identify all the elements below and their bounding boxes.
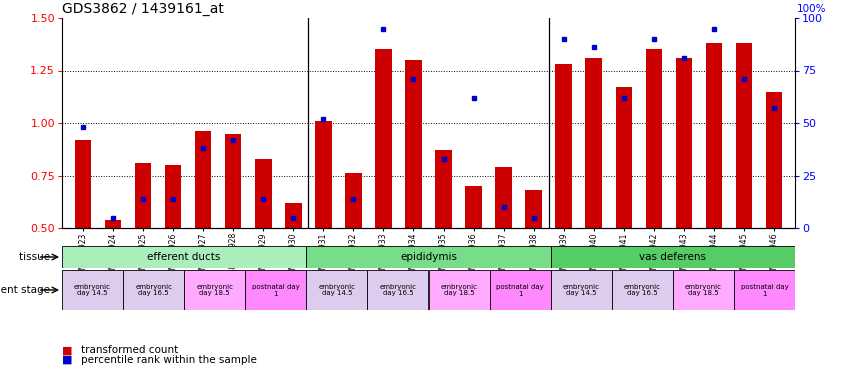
Bar (315, 121, 331, 228)
Text: embryonic
day 16.5: embryonic day 16.5 (379, 283, 416, 296)
Text: postnatal day
1: postnatal day 1 (496, 283, 544, 296)
Bar (306, 246, 551, 268)
Text: embryonic
day 16.5: embryonic day 16.5 (624, 283, 661, 296)
Bar (225, 134, 241, 228)
Text: tissue: tissue (19, 252, 54, 262)
Text: postnatal day
1: postnatal day 1 (252, 283, 299, 296)
Text: ■: ■ (62, 355, 72, 365)
Text: transformed count: transformed count (81, 345, 177, 356)
Bar (495, 167, 512, 228)
Bar (611, 270, 673, 310)
Bar (184, 270, 246, 310)
Text: ■: ■ (62, 345, 72, 356)
Text: GDS3862 / 1439161_at: GDS3862 / 1439161_at (62, 2, 224, 16)
Bar (734, 270, 795, 310)
Bar (736, 43, 752, 228)
Bar (375, 50, 392, 228)
Bar (436, 150, 452, 228)
Bar (706, 43, 722, 228)
Bar (62, 246, 306, 268)
Bar (646, 50, 662, 228)
Bar (489, 270, 551, 310)
Bar (195, 131, 211, 228)
Text: epididymis: epididymis (400, 252, 457, 262)
Text: efferent ducts: efferent ducts (147, 252, 221, 262)
Bar (246, 270, 306, 310)
Bar (62, 270, 123, 310)
Bar (135, 163, 151, 228)
Bar (165, 165, 182, 228)
Bar (285, 203, 302, 228)
Text: embryonic
day 14.5: embryonic day 14.5 (319, 283, 356, 296)
Bar (105, 220, 121, 228)
Text: postnatal day
1: postnatal day 1 (741, 283, 788, 296)
Text: embryonic
day 14.5: embryonic day 14.5 (563, 283, 600, 296)
Text: embryonic
day 18.5: embryonic day 18.5 (196, 283, 233, 296)
Bar (765, 91, 782, 228)
Bar (675, 58, 692, 228)
Text: embryonic
day 18.5: embryonic day 18.5 (685, 283, 722, 296)
Text: 100%: 100% (796, 4, 827, 14)
Bar (255, 159, 272, 228)
Text: embryonic
day 14.5: embryonic day 14.5 (74, 283, 111, 296)
Bar (368, 270, 429, 310)
Text: embryonic
day 16.5: embryonic day 16.5 (135, 283, 172, 296)
Bar (551, 246, 795, 268)
Bar (405, 60, 421, 228)
Text: vas deferens: vas deferens (639, 252, 706, 262)
Bar (551, 270, 611, 310)
Text: embryonic
day 18.5: embryonic day 18.5 (441, 283, 478, 296)
Bar (555, 64, 572, 228)
Text: percentile rank within the sample: percentile rank within the sample (81, 355, 257, 365)
Bar (306, 270, 368, 310)
Bar (429, 270, 489, 310)
Bar (75, 140, 92, 228)
Bar (585, 58, 602, 228)
Bar (526, 190, 542, 228)
Bar (673, 270, 734, 310)
Bar (616, 87, 632, 228)
Bar (465, 186, 482, 228)
Text: development stage: development stage (0, 285, 54, 295)
Bar (123, 270, 184, 310)
Bar (345, 174, 362, 228)
